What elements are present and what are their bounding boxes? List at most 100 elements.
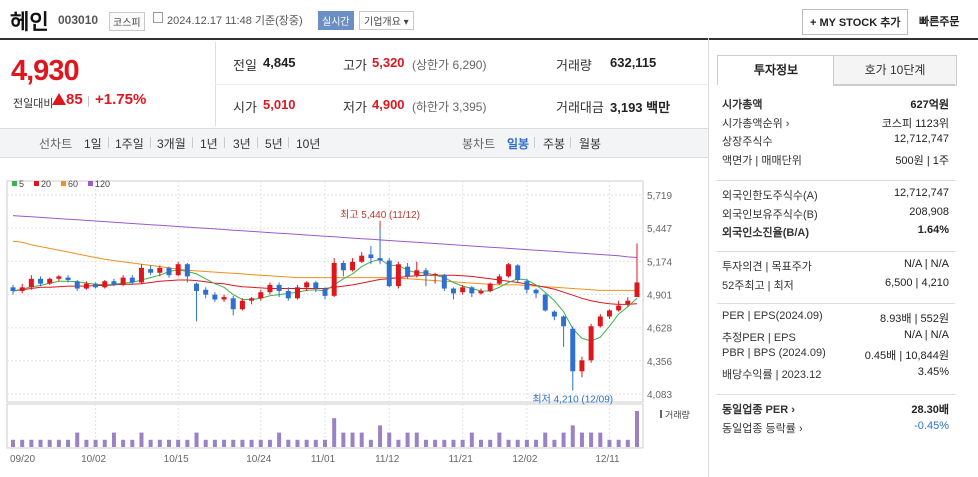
candle-body xyxy=(184,264,190,277)
period-1d[interactable]: 1일 xyxy=(84,137,102,151)
candle-chart-label: 봉차트 xyxy=(462,137,496,151)
open-value: 5,010 xyxy=(263,97,296,112)
divider xyxy=(224,137,225,148)
x-tick-label: 12/11 xyxy=(595,454,620,465)
candle-body xyxy=(588,326,594,361)
info-value: 627억원 xyxy=(910,99,949,111)
candle-body xyxy=(203,289,209,295)
volume-bar xyxy=(368,439,373,447)
candle-body xyxy=(74,281,80,289)
low-label: 저가 xyxy=(343,100,367,115)
prev-close-label: 전일 xyxy=(233,58,257,73)
info-value: N/A | N/A xyxy=(903,258,949,270)
period-1w[interactable]: 1주일 xyxy=(115,137,144,151)
volume-bar xyxy=(84,439,89,447)
volume-bar xyxy=(130,439,135,447)
volume-bar xyxy=(332,418,337,447)
period-3y[interactable]: 3년 xyxy=(233,137,251,151)
candle-body xyxy=(129,277,135,283)
volume-bar xyxy=(460,439,465,447)
open-label: 시가 xyxy=(233,100,257,115)
volume-bar xyxy=(313,439,318,447)
volume-bar xyxy=(11,439,15,447)
candle-body xyxy=(487,283,493,291)
info-label: 투자의견 | 목표주가 xyxy=(722,261,812,273)
divider xyxy=(288,137,289,148)
low-value: 4,900 xyxy=(372,97,405,112)
info-label: 추정PER | EPS xyxy=(722,331,796,344)
volume-bar xyxy=(387,432,392,447)
candle-body xyxy=(304,282,310,288)
ma60-line xyxy=(12,240,637,291)
volume-legend-mark xyxy=(660,410,662,418)
legend-label: 120 xyxy=(95,179,110,189)
info-value: 1.64% xyxy=(917,224,949,236)
candle-body xyxy=(175,264,181,276)
candle-body xyxy=(606,310,612,317)
volume-bar xyxy=(543,432,548,447)
info-label[interactable]: 시가총액순위 › xyxy=(722,117,790,130)
candle-monthly[interactable]: 월봉 xyxy=(579,137,602,151)
period-1y[interactable]: 1년 xyxy=(200,137,218,151)
info-label[interactable]: 동일업종 PER › xyxy=(722,404,795,416)
info-label: 외국인소진율(B/A) xyxy=(722,227,809,239)
volume-bar xyxy=(277,432,282,447)
info-value: 12,712,747 xyxy=(893,133,949,145)
change-label: 전일대비 xyxy=(13,98,54,110)
divider xyxy=(257,137,258,148)
max-price-label: 최고 5,440 (11/12) xyxy=(340,209,420,221)
tab-invest-info[interactable]: 투자정보 xyxy=(717,55,835,85)
candle-body xyxy=(111,281,117,285)
volume-bar xyxy=(616,439,621,447)
volume-bar xyxy=(249,439,254,447)
volume-bar xyxy=(515,439,520,447)
period-3m[interactable]: 3개월 xyxy=(157,137,186,151)
change-separator: | xyxy=(87,95,90,107)
candle-body xyxy=(267,284,273,293)
volume-bar xyxy=(598,432,603,447)
volume-label: 거래량 xyxy=(556,58,592,73)
candle-body xyxy=(395,264,401,287)
stock-code: 003010 xyxy=(58,13,99,27)
y-tick-label: 5,447 xyxy=(647,224,672,235)
info-value: N/A | N/A xyxy=(903,328,949,341)
info-value: 0.45배 | 10,844원 xyxy=(864,350,949,362)
high-value: 5,320 xyxy=(372,55,405,70)
divider xyxy=(150,137,151,148)
add-my-stock-button[interactable]: + MY STOCK 추가 xyxy=(802,9,909,35)
divider xyxy=(215,84,708,85)
volume-bar xyxy=(93,439,98,447)
legend-label: 20 xyxy=(41,179,51,189)
volume-bar xyxy=(148,439,153,447)
volume-bar xyxy=(534,439,539,447)
up-arrow-icon xyxy=(52,93,66,105)
invest-info-panel xyxy=(708,38,978,477)
info-label[interactable]: 동일업종 등락률 › xyxy=(722,422,803,435)
candle-body xyxy=(441,275,447,289)
tab-orderbook[interactable]: 호가 10단계 xyxy=(833,55,957,86)
volume-bar xyxy=(240,439,245,447)
candle-body xyxy=(313,282,319,289)
info-label: 상장주식수 xyxy=(722,136,773,148)
realtime-button[interactable]: 실시간 xyxy=(318,11,354,30)
volume-bar xyxy=(56,439,61,447)
candle-daily[interactable]: 일봉 xyxy=(507,137,530,151)
candle-body xyxy=(102,281,108,288)
candle-body xyxy=(423,270,429,276)
candle-body xyxy=(377,258,383,261)
volume-axis-label: 거래량 xyxy=(665,409,690,420)
volume-bar xyxy=(625,439,630,447)
quick-order-link[interactable]: 빠른주문 xyxy=(919,16,960,28)
info-value: 8.93배 | 552원 xyxy=(880,313,949,325)
volume-bar xyxy=(570,425,575,447)
volume-bar xyxy=(267,439,272,447)
current-price: 4,930 xyxy=(11,55,80,87)
candle-body xyxy=(616,305,622,311)
divider xyxy=(534,137,535,148)
period-5y[interactable]: 5년 xyxy=(265,137,283,151)
candle-weekly[interactable]: 주봉 xyxy=(543,137,566,151)
period-10y[interactable]: 10년 xyxy=(296,137,321,151)
info-label: 배당수익률 | 2023.12 xyxy=(722,368,822,381)
candle-body xyxy=(212,294,218,300)
company-overview-dropdown[interactable]: 기업개요 ▾ xyxy=(359,11,414,30)
